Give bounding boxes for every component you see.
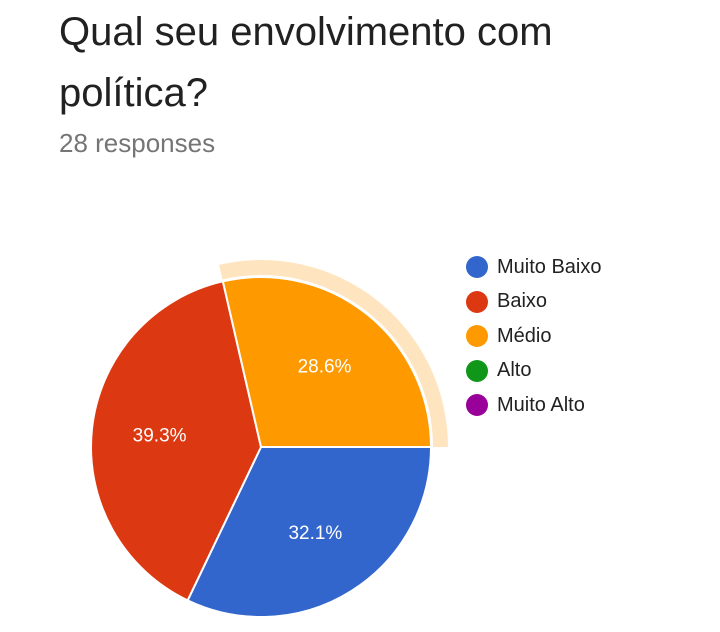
legend-label: Baixo <box>497 290 547 313</box>
legend-label: Muito Baixo <box>497 256 602 279</box>
legend-swatch <box>466 394 488 416</box>
legend-item-muito-baixo[interactable]: Muito Baixo <box>466 250 602 285</box>
legend-swatch <box>466 325 488 347</box>
legend-swatch <box>466 256 488 278</box>
slice-label-muito-baixo: 32.1% <box>288 523 342 544</box>
legend: Muito Baixo Baixo Médio Alto Muito Alto <box>466 250 602 423</box>
legend-item-medio[interactable]: Médio <box>466 319 602 354</box>
legend-item-alto[interactable]: Alto <box>466 354 602 389</box>
legend-label: Alto <box>497 359 531 382</box>
legend-swatch <box>466 291 488 313</box>
legend-item-baixo[interactable]: Baixo <box>466 285 602 320</box>
legend-label: Médio <box>497 325 551 348</box>
slice-label-baixo: 39.3% <box>133 425 187 446</box>
slice-label-medio: 28.6% <box>298 357 352 378</box>
legend-label: Muito Alto <box>497 394 585 417</box>
legend-item-muito-alto[interactable]: Muito Alto <box>466 388 602 423</box>
legend-swatch <box>466 360 488 382</box>
